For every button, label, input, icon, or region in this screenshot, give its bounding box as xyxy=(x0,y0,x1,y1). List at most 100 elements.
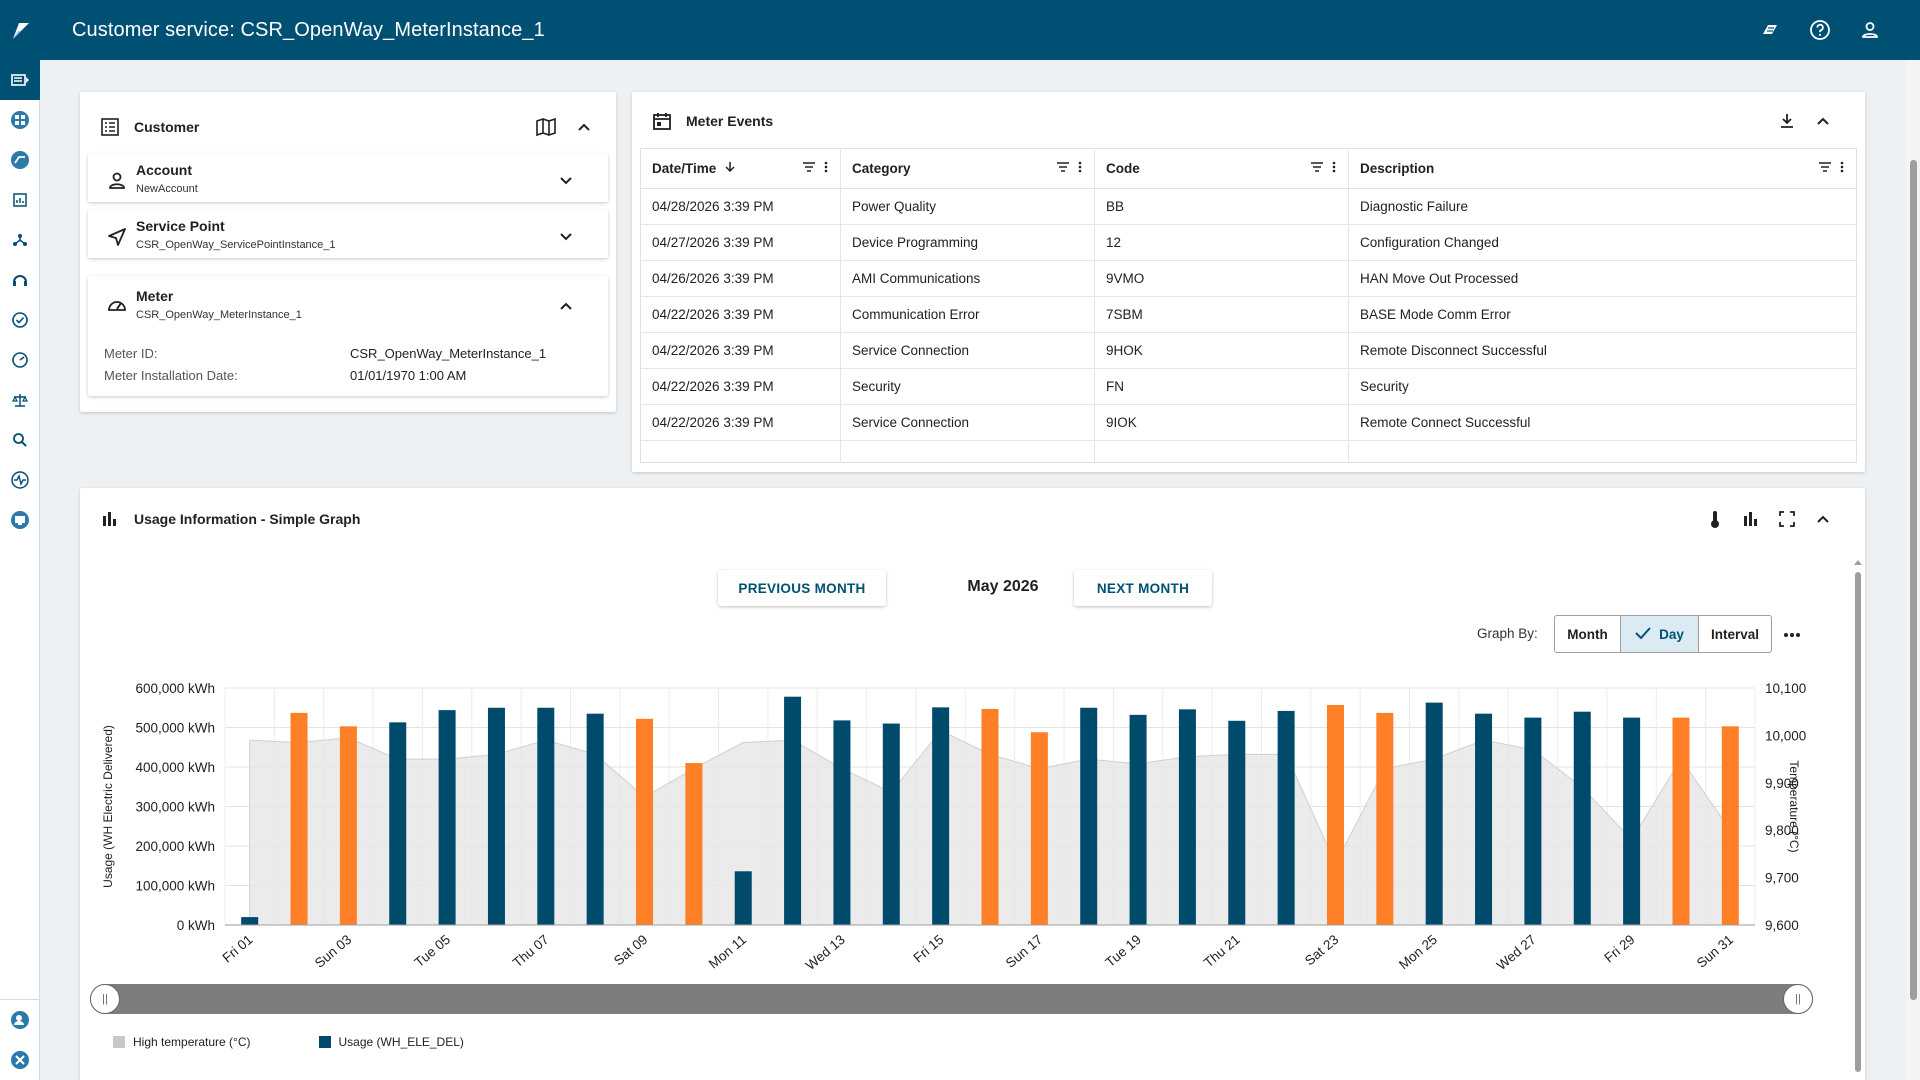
meter-id-label: Meter ID: xyxy=(104,346,158,361)
column-header-datetime[interactable]: Date/Time xyxy=(640,148,841,189)
table-row[interactable]: 04/22/2026 3:39 PM Security FN Security xyxy=(640,368,1857,405)
usage-bar xyxy=(784,696,802,925)
reports-icon[interactable] xyxy=(0,180,40,220)
collapse-chevron-up-icon[interactable] xyxy=(572,115,596,139)
table-row[interactable]: 04/22/2026 3:39 PM Service Connection 9IOK… xyxy=(640,404,1857,441)
account-panel[interactable]: Account NewAccount xyxy=(88,154,608,202)
filter-icon[interactable] xyxy=(802,161,816,176)
account-label: Account xyxy=(136,162,192,178)
event-category-cell: Security xyxy=(840,368,1095,405)
x-tick-label: Fri 15 xyxy=(910,932,946,966)
y-tick-label: 200,000 kWh xyxy=(135,839,215,854)
table-row[interactable]: 04/27/2026 3:39 PM Device Programming 12 Co… xyxy=(640,224,1857,261)
check-circle-icon[interactable] xyxy=(0,300,40,340)
expand-chevron-down-icon[interactable] xyxy=(554,224,578,248)
table-row[interactable]: 04/28/2026 3:39 PM Power Quality BB Diagnos… xyxy=(640,188,1857,225)
device-icon[interactable] xyxy=(0,500,40,540)
expand-chevron-down-icon[interactable] xyxy=(554,168,578,192)
column-menu-icon[interactable] xyxy=(1078,161,1082,176)
help-icon[interactable] xyxy=(1808,18,1832,42)
customer-service-icon[interactable] xyxy=(0,260,40,300)
event-description-cell: Diagnostic Failure xyxy=(1348,188,1857,225)
slider-end-handle[interactable]: || xyxy=(1783,984,1813,1014)
column-menu-icon[interactable] xyxy=(1332,161,1336,176)
fullscreen-icon[interactable] xyxy=(1775,507,1799,531)
balance-icon[interactable] xyxy=(0,380,40,420)
usage-bar xyxy=(438,710,456,925)
graph-by-toggle: Month Day Interval xyxy=(1554,615,1772,653)
usage-bar xyxy=(586,713,604,925)
admin-user-icon[interactable] xyxy=(0,1000,40,1040)
graph-by-day-option[interactable]: Day xyxy=(1621,616,1699,652)
usage-bar xyxy=(389,722,407,925)
x-tick-label: Mon 11 xyxy=(706,932,749,972)
chart-scrollbar[interactable] xyxy=(1852,558,1864,1080)
search-icon[interactable] xyxy=(0,420,40,460)
collapse-chevron-up-icon[interactable] xyxy=(1811,109,1835,133)
usage-bar xyxy=(833,720,851,925)
column-header-description[interactable]: Description xyxy=(1348,148,1857,189)
event-code-cell: 9IOK xyxy=(1094,404,1349,441)
collapse-chevron-up-icon[interactable] xyxy=(1811,507,1835,531)
table-row[interactable]: 04/22/2026 3:39 PM Service Connection 9HOK… xyxy=(640,332,1857,369)
table-row[interactable]: 04/26/2026 3:39 PM AMI Communications 9VMO… xyxy=(640,260,1857,297)
download-icon[interactable] xyxy=(1775,109,1799,133)
event-description-cell: Configuration Changed xyxy=(1348,224,1857,261)
column-menu-icon[interactable] xyxy=(1840,161,1844,176)
event-category-cell: Device Programming xyxy=(840,224,1095,261)
chart-legend: High temperature (°C) Usage (WH_ELE_DEL) xyxy=(113,1035,464,1049)
thermometer-icon[interactable] xyxy=(1703,507,1727,531)
dashboard-icon[interactable] xyxy=(0,100,40,140)
x-tick-label: Fri 01 xyxy=(220,932,256,966)
tools-icon[interactable] xyxy=(0,1040,40,1080)
map-icon[interactable] xyxy=(534,115,558,139)
x-tick-label: Thu 07 xyxy=(510,932,552,971)
y-axis-title: Usage (WH Electric Delivered) xyxy=(101,725,115,888)
filter-icon[interactable] xyxy=(1310,161,1324,176)
filter-icon[interactable] xyxy=(1818,161,1832,176)
legend-swatch xyxy=(318,1036,331,1048)
column-header-code[interactable]: Code xyxy=(1094,148,1349,189)
y-tick-label: 400,000 kWh xyxy=(135,760,215,775)
event-description-cell: Remote Connect Successful xyxy=(1348,404,1857,441)
service-point-panel[interactable]: Service Point CSR_OpenWay_ServicePointIn… xyxy=(88,210,608,258)
next-month-button[interactable]: NEXT MONTH xyxy=(1074,570,1212,606)
user-account-icon[interactable] xyxy=(1858,18,1882,42)
column-menu-icon[interactable] xyxy=(824,161,828,176)
previous-month-button[interactable]: PREVIOUS MONTH xyxy=(718,570,886,606)
event-category-cell: Power Quality xyxy=(840,188,1095,225)
more-options-icon[interactable] xyxy=(1780,623,1804,647)
page-scrollbar-thumb[interactable] xyxy=(1910,160,1917,1000)
usage-bar xyxy=(1030,732,1048,925)
sort-descending-icon[interactable] xyxy=(724,161,736,176)
service-point-value: CSR_OpenWay_ServicePointInstance_1 xyxy=(136,239,336,251)
event-category-cell: Service Connection xyxy=(840,404,1095,441)
pulse-icon[interactable] xyxy=(0,460,40,500)
graph-by-month-option[interactable]: Month xyxy=(1555,616,1621,652)
table-row[interactable]: 04/22/2026 3:39 PM Communication Error 7SB… xyxy=(640,296,1857,333)
y-tick-label: 300,000 kWh xyxy=(135,800,215,815)
usage-bar xyxy=(1326,704,1344,925)
person-icon xyxy=(106,170,128,192)
usage-information-card: Usage Information - Simple Graph PREVIOU… xyxy=(80,488,1865,1080)
page-scrollbar[interactable] xyxy=(1906,60,1920,1080)
meter-read-icon[interactable] xyxy=(0,140,40,180)
collapse-chevron-up-icon[interactable] xyxy=(554,294,578,318)
side-panel-icon[interactable] xyxy=(0,60,40,100)
account-value: NewAccount xyxy=(136,183,198,195)
usage-bar xyxy=(981,708,999,925)
network-icon[interactable] xyxy=(0,220,40,260)
event-datetime-cell: 04/26/2026 3:39 PM xyxy=(640,260,841,297)
graph-by-interval-option[interactable]: Interval xyxy=(1710,626,1760,642)
date-range-slider[interactable]: || || xyxy=(90,984,1813,1014)
logo-icon[interactable] xyxy=(0,0,40,60)
legend-item-usage[interactable]: Usage (WH_ELE_DEL) xyxy=(318,1035,464,1049)
gauge-icon[interactable] xyxy=(0,340,40,380)
column-header-category[interactable]: Category xyxy=(840,148,1095,189)
legend-item-temperature[interactable]: High temperature (°C) xyxy=(113,1035,251,1049)
meter-read-icon[interactable] xyxy=(1758,18,1782,42)
slider-start-handle[interactable]: || xyxy=(90,984,120,1014)
y2-axis-title: Temperature (°C) xyxy=(1787,760,1801,852)
filter-icon[interactable] xyxy=(1056,161,1070,176)
bar-chart-icon[interactable] xyxy=(1739,507,1763,531)
